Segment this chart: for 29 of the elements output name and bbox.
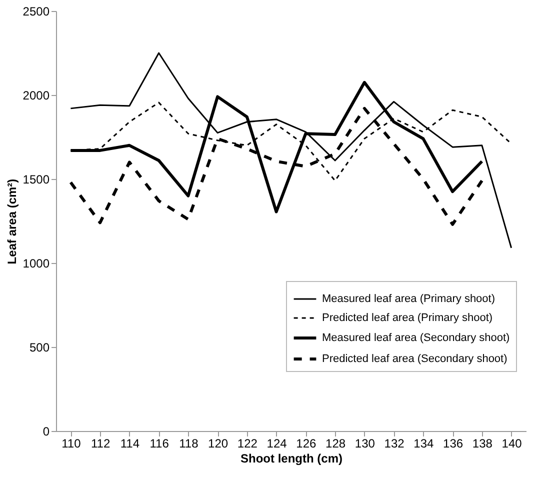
- x-tick-label: 140: [502, 436, 522, 450]
- x-tick-label: 122: [237, 436, 258, 450]
- x-tick-label: 110: [62, 436, 82, 450]
- y-tick-label: 2000: [22, 88, 50, 102]
- legend-label: Measured leaf area (Primary shoot): [322, 293, 496, 305]
- y-tick-label: 0: [42, 424, 50, 438]
- x-tick-label: 118: [179, 436, 199, 450]
- y-tick-label: 2500: [22, 4, 50, 18]
- y-tick-label: 500: [29, 340, 50, 354]
- line-series: [70, 52, 512, 249]
- x-axis-title: Shoot length (cm): [240, 452, 342, 466]
- y-tick-label: 1000: [22, 256, 50, 270]
- x-tick-label: 126: [296, 436, 317, 450]
- x-tick-label: 128: [326, 436, 346, 450]
- x-tick-label: 114: [120, 436, 140, 450]
- y-tick-label: 1500: [22, 172, 50, 186]
- x-tick-label: 112: [90, 436, 110, 450]
- x-tick-label: 124: [266, 436, 288, 450]
- legend-label: Measured leaf area (Secondary shoot): [322, 332, 510, 344]
- x-tick-label: 134: [414, 436, 434, 450]
- x-tick-label: 136: [443, 436, 464, 450]
- legend-label: Predicted leaf area (Secondary shoot): [322, 353, 508, 365]
- x-tick-label: 116: [150, 436, 170, 450]
- x-tick-label: 138: [472, 436, 493, 450]
- legend-label: Predicted leaf area (Primary shoot): [322, 312, 493, 324]
- x-tick-label: 130: [354, 436, 376, 450]
- x-tick-label: 132: [384, 436, 405, 450]
- x-tick-label: 120: [208, 436, 228, 450]
- y-axis-title: Leaf area (cm²): [4, 178, 19, 264]
